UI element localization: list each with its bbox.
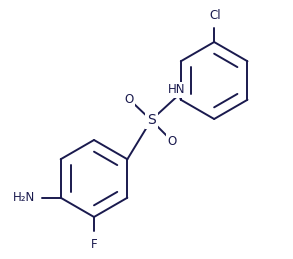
Text: H₂N: H₂N: [13, 191, 35, 204]
Text: HN: HN: [168, 83, 185, 96]
Text: O: O: [124, 93, 134, 106]
Text: S: S: [147, 113, 156, 127]
Text: F: F: [91, 238, 97, 251]
Text: Cl: Cl: [209, 9, 221, 22]
Text: O: O: [168, 135, 177, 148]
